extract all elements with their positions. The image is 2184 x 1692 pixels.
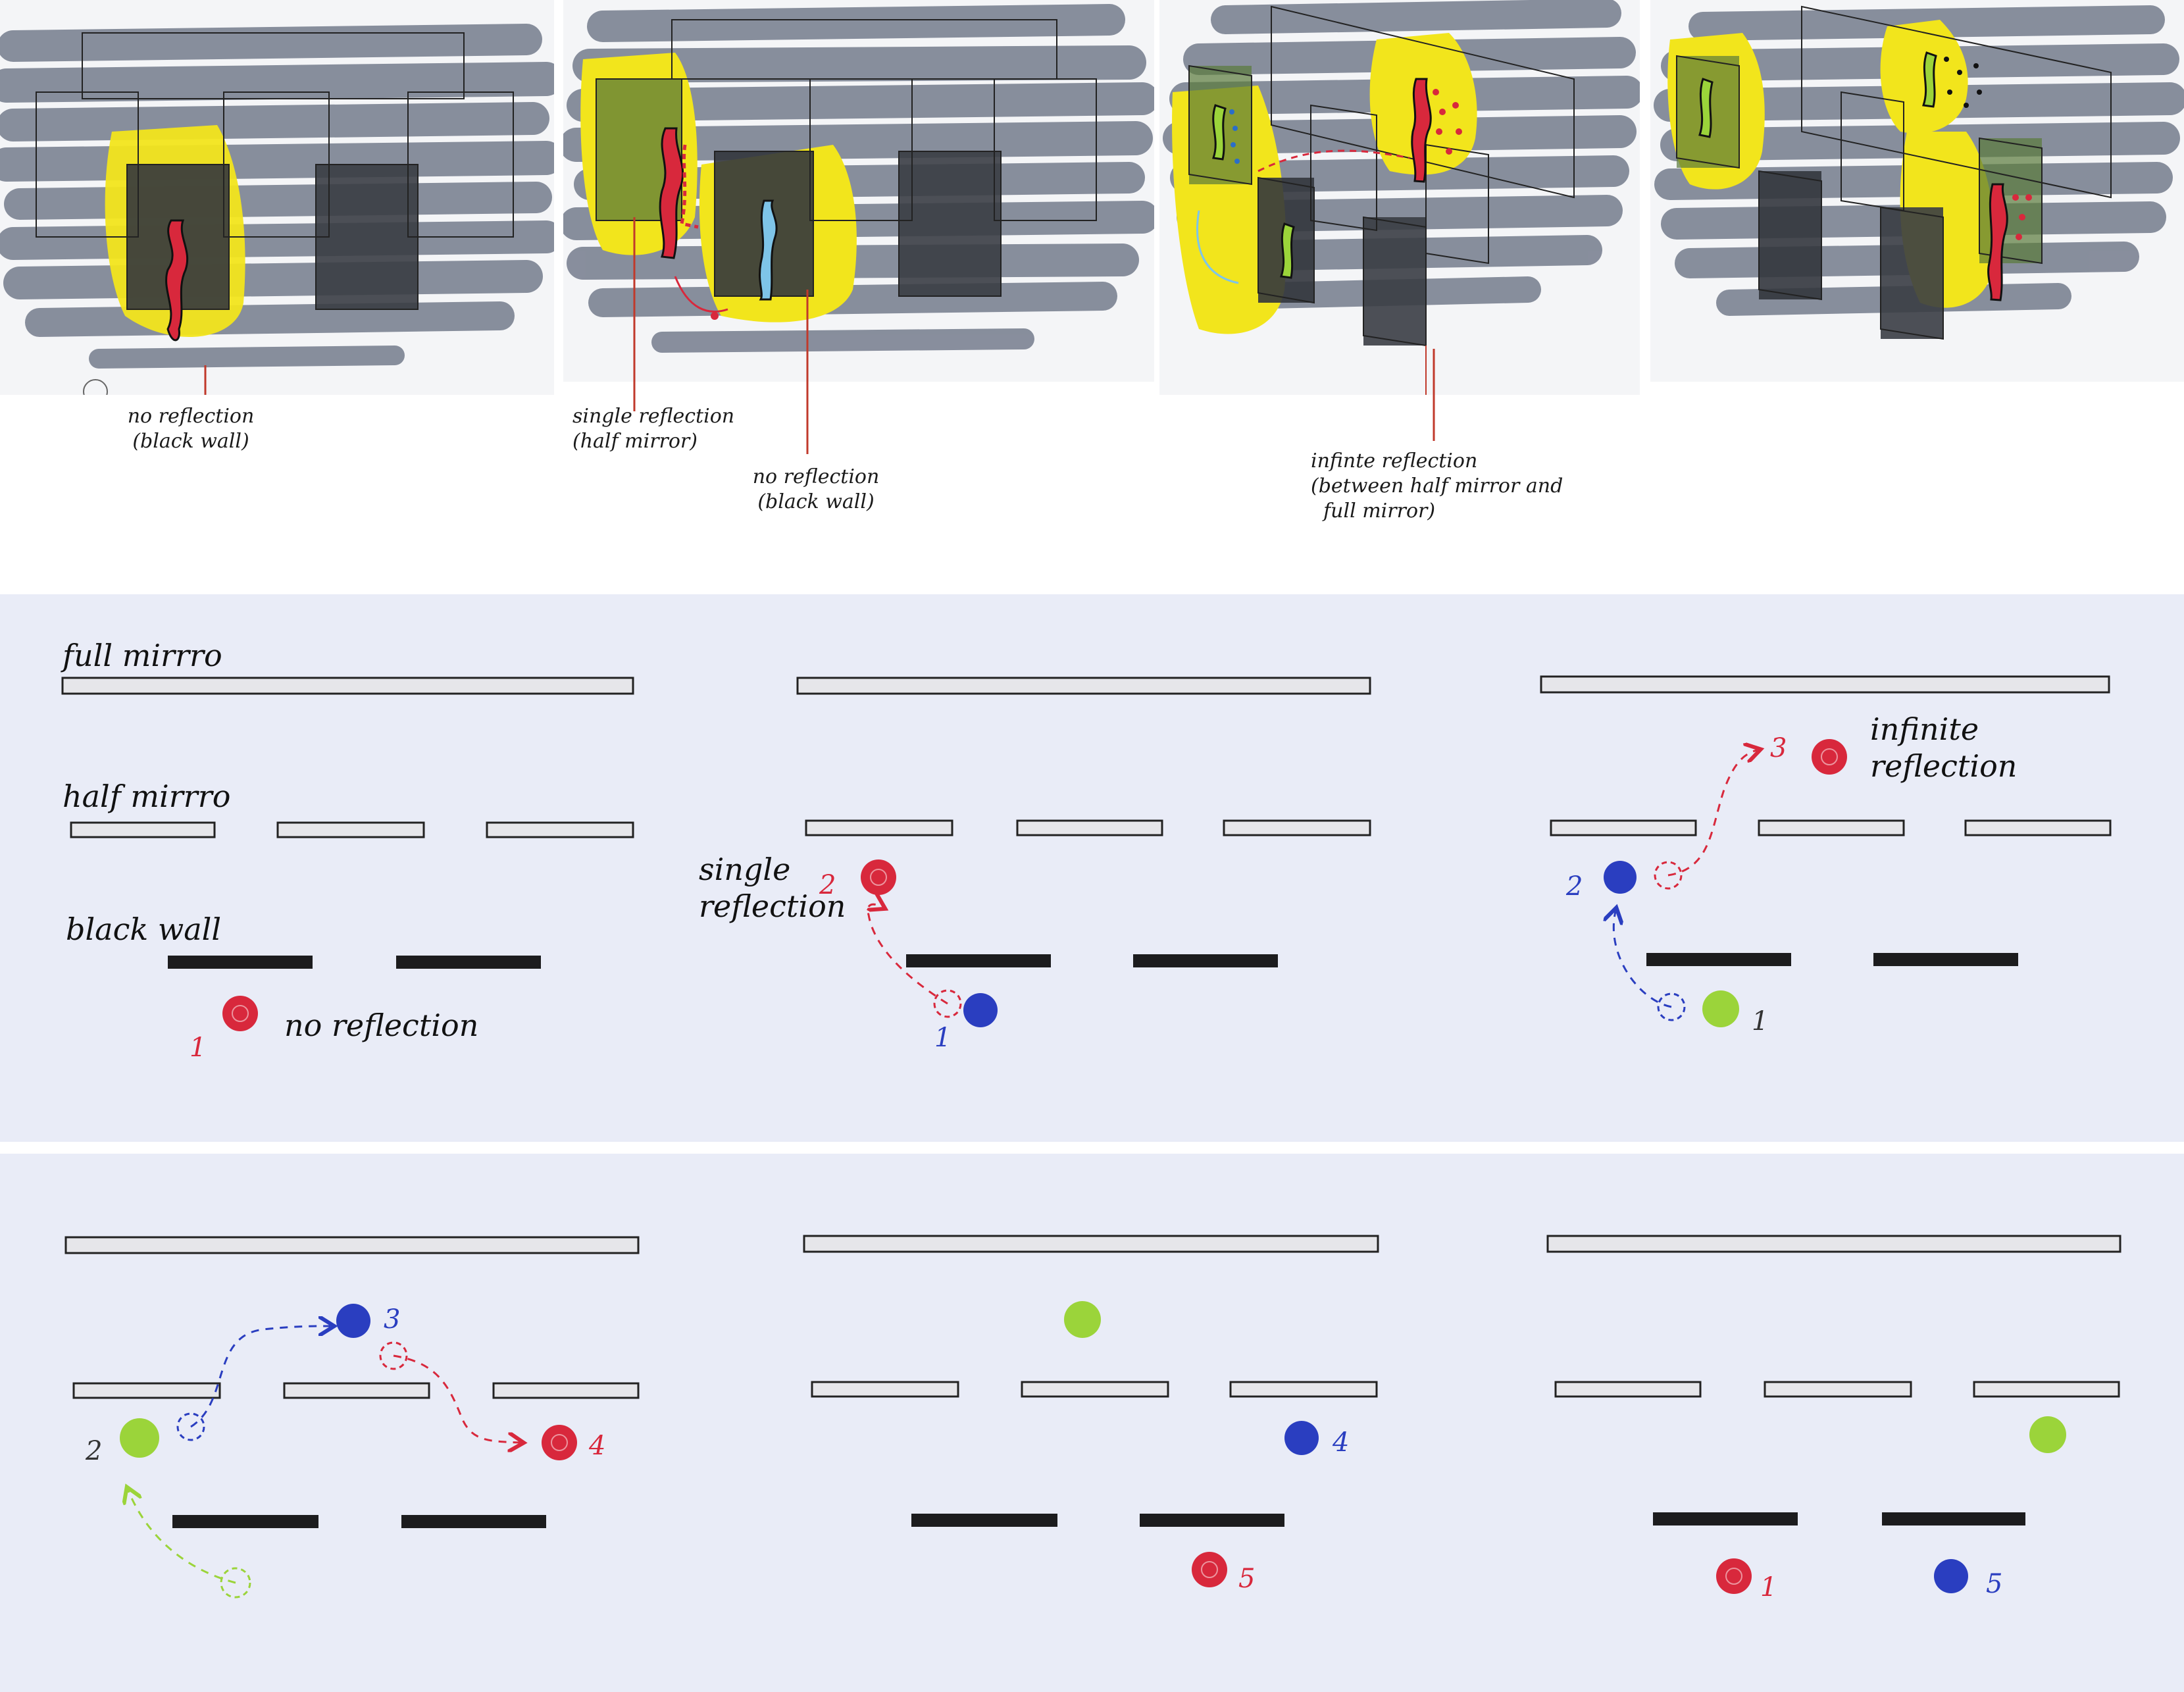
step-number: 1 — [934, 1023, 951, 1053]
half-mirror — [70, 821, 216, 838]
green-dot — [1064, 1301, 1101, 1338]
half-mirror — [811, 1381, 959, 1398]
black-wall — [1133, 954, 1278, 967]
step-number: 1 — [190, 1033, 206, 1063]
annotation-leaders — [204, 217, 1435, 454]
half-mirror — [1223, 819, 1371, 836]
legend-full-mirror: full mirrro — [63, 638, 222, 673]
half-mirror — [283, 1382, 430, 1399]
sketch-single-reflection — [563, 0, 1154, 382]
red-dot — [1716, 1558, 1752, 1594]
step-number: 3 — [384, 1304, 400, 1335]
legend-half-mirror: half mirrro — [63, 779, 231, 814]
half-mirror — [276, 821, 425, 838]
half-mirror — [492, 1382, 640, 1399]
black-wall — [911, 1514, 1057, 1527]
step-number: 3 — [1770, 733, 1787, 763]
sketch-infinite-reflection — [1159, 0, 1640, 395]
green-dot — [1702, 990, 1739, 1027]
full-mirror — [1546, 1235, 2121, 1253]
black-wall — [1653, 1512, 1798, 1525]
black-wall — [1882, 1512, 2025, 1525]
red-dot — [861, 859, 896, 895]
black-wall — [1646, 953, 1791, 966]
green-dot — [120, 1418, 159, 1458]
half-mirror — [1973, 1381, 2120, 1398]
half-mirror — [1229, 1381, 1378, 1398]
full-mirror — [1540, 675, 2110, 694]
blue-dot — [1934, 1559, 1968, 1593]
half-mirror — [1550, 819, 1697, 836]
half-mirror — [486, 821, 634, 838]
half-mirror — [1758, 819, 1905, 836]
half-mirror — [1964, 819, 2112, 836]
step-number: 4 — [588, 1431, 605, 1461]
sketch-no-reflection — [0, 0, 554, 395]
black-wall — [396, 956, 541, 969]
step-number: 4 — [1332, 1427, 1349, 1458]
black-wall — [1140, 1514, 1284, 1527]
step-number: 1 — [1752, 1006, 1768, 1037]
step-number: 2 — [1565, 871, 1583, 902]
green-dot — [2029, 1416, 2066, 1453]
label-single-reflection: single reflection — [699, 852, 846, 924]
red-figure — [165, 219, 189, 342]
black-wall-panel — [316, 165, 418, 309]
black-wall — [172, 1515, 318, 1528]
half-mirror — [72, 1382, 221, 1399]
red-dot — [1192, 1552, 1227, 1587]
full-mirror — [803, 1235, 1379, 1253]
band-separator — [0, 1142, 2184, 1154]
blue-dot — [963, 993, 998, 1027]
note-single-reflection-half-mirror: single reflection (half mirror) — [572, 405, 735, 453]
black-wall — [168, 956, 313, 969]
legend-black-wall: black wall — [66, 911, 222, 947]
blue-dot — [1604, 861, 1637, 894]
step-number: 5 — [1986, 1569, 2002, 1599]
blue-dot — [1284, 1421, 1319, 1455]
half-mirror — [1021, 1381, 1169, 1398]
black-wall — [401, 1515, 546, 1528]
half-mirror — [1016, 819, 1163, 836]
red-dot — [1812, 739, 1847, 775]
full-mirror — [61, 677, 634, 695]
full-mirror — [64, 1236, 640, 1254]
step-number: 1 — [1760, 1572, 1777, 1602]
blue-dot — [336, 1304, 370, 1338]
step-number: 2 — [819, 870, 836, 900]
black-wall — [1873, 953, 2018, 966]
person-dots — [120, 739, 2066, 1594]
label-no-reflection: no reflection — [284, 1008, 479, 1043]
sketch-infinite-reflection-2 — [1650, 0, 2184, 382]
half-mirror — [805, 819, 953, 836]
step-number: 2 — [85, 1436, 102, 1466]
label-infinite-reflection: infinite reflection — [1870, 711, 2018, 784]
full-mirror — [796, 677, 1371, 695]
black-wall — [906, 954, 1051, 967]
note-no-reflection-black-wall-2: no reflection (black wall) — [752, 465, 880, 513]
step-number: 5 — [1238, 1564, 1255, 1594]
red-dot — [222, 996, 258, 1031]
half-mirror — [1554, 1381, 1702, 1398]
red-dot — [542, 1425, 577, 1460]
half-mirror — [1764, 1381, 1912, 1398]
note-no-reflection-black-wall: no reflection (black wall) — [127, 405, 255, 453]
note-infinite-reflection: infinte reflection (between half mirror … — [1311, 449, 1563, 523]
